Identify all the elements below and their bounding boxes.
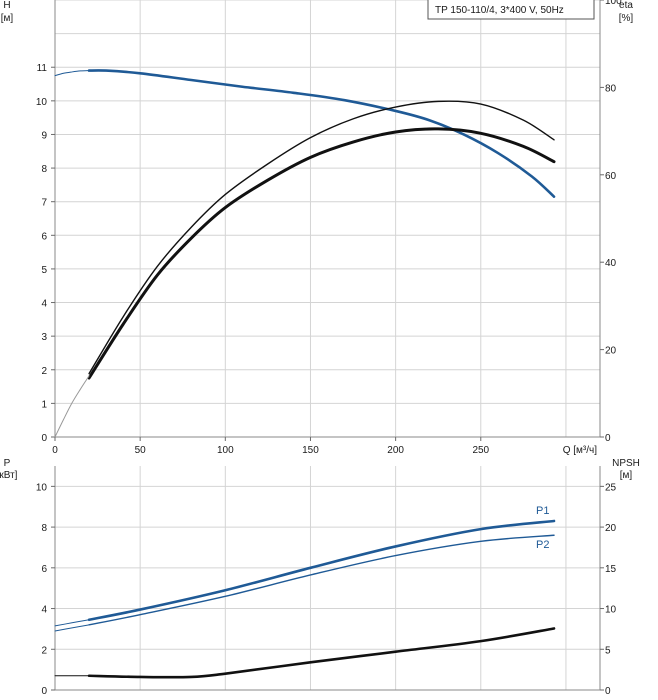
power-npsh-panel: 0 2 4 6 8 10 0 5 10 15 20 25 P[кВт] NPSH[м] P1 P2 [0,458,640,697]
head-efficiency-panel: 0 1 2 3 4 5 6 7 8 9 10 11 0 20 40 60 80 100 H [м] eta [%] 0 50 1… [1,0,634,456]
series-line-eta-1 [88,100,555,375]
right-tick-label: 100 [605,0,622,7]
right-axis-title: eta [619,0,633,11]
left-tick-label: 5 [41,265,47,276]
left-tick-label: 9 [41,130,47,141]
series-line-head-ext [54,70,90,77]
left-tick-label: 6 [41,564,47,575]
left-tick-label: 4 [41,605,47,616]
series-label-p2: P2 [536,539,549,551]
right-tick-label: 5 [605,645,611,656]
right-tick-label: 20 [605,346,617,357]
left-tick-label: 6 [41,231,47,242]
right-axis-title: NPSH [612,458,640,469]
right-axis-unit: [м] [620,470,633,481]
x-axis-title: Q [м³/ч] [563,445,598,456]
right-tick-label: 60 [605,171,617,182]
series-line-p2 [88,534,555,626]
left-tick-label: 0 [41,686,47,697]
series-line-head [87,69,556,198]
left-tick-label: 10 [36,482,48,493]
right-tick-label: 15 [605,564,617,575]
right-tick-label: 20 [605,523,617,534]
left-axis-title: H [3,0,10,11]
left-axis-title: P [4,458,11,469]
series-label-p1: P1 [536,505,549,517]
left-tick-label: 10 [36,97,48,108]
left-tick-label: 7 [41,198,47,209]
left-tick-label: 3 [41,332,47,343]
series-line-npsh [87,627,556,679]
x-tick-label: 100 [217,445,234,456]
x-tick-label: 0 [52,445,58,456]
x-tick-label: 50 [135,445,147,456]
left-axis-unit: [м] [1,13,14,24]
series-line-eta-2 [87,127,556,380]
right-tick-label: 0 [605,433,611,444]
right-tick-label: 25 [605,482,617,493]
right-tick-label: 40 [605,258,617,269]
left-tick-label: 4 [41,299,47,310]
series-line-eta-ext [54,375,90,438]
left-tick-label: 8 [41,523,47,534]
left-tick-label: 8 [41,164,47,175]
left-tick-label: 1 [41,399,47,410]
series-line-p2-ext [54,624,90,632]
right-tick-label: 0 [605,686,611,697]
left-axis-unit: [кВт] [0,470,18,481]
left-tick-label: 2 [41,645,47,656]
x-tick-label: 200 [387,445,404,456]
x-tick-label: 250 [472,445,489,456]
left-tick-label: 2 [41,366,47,377]
x-tick-label: 150 [302,445,319,456]
series-line-p1-ext [54,619,90,627]
right-tick-label: 10 [605,605,617,616]
left-tick-label: 11 [37,63,48,74]
right-tick-label: 80 [605,83,617,94]
series-line-p1 [87,519,556,622]
legend-box-text: TP 150-110/4, 3*400 V, 50Hz [435,5,564,16]
right-axis-unit: [%] [619,13,634,24]
left-tick-label: 0 [41,433,47,444]
legend-box [427,0,595,20]
